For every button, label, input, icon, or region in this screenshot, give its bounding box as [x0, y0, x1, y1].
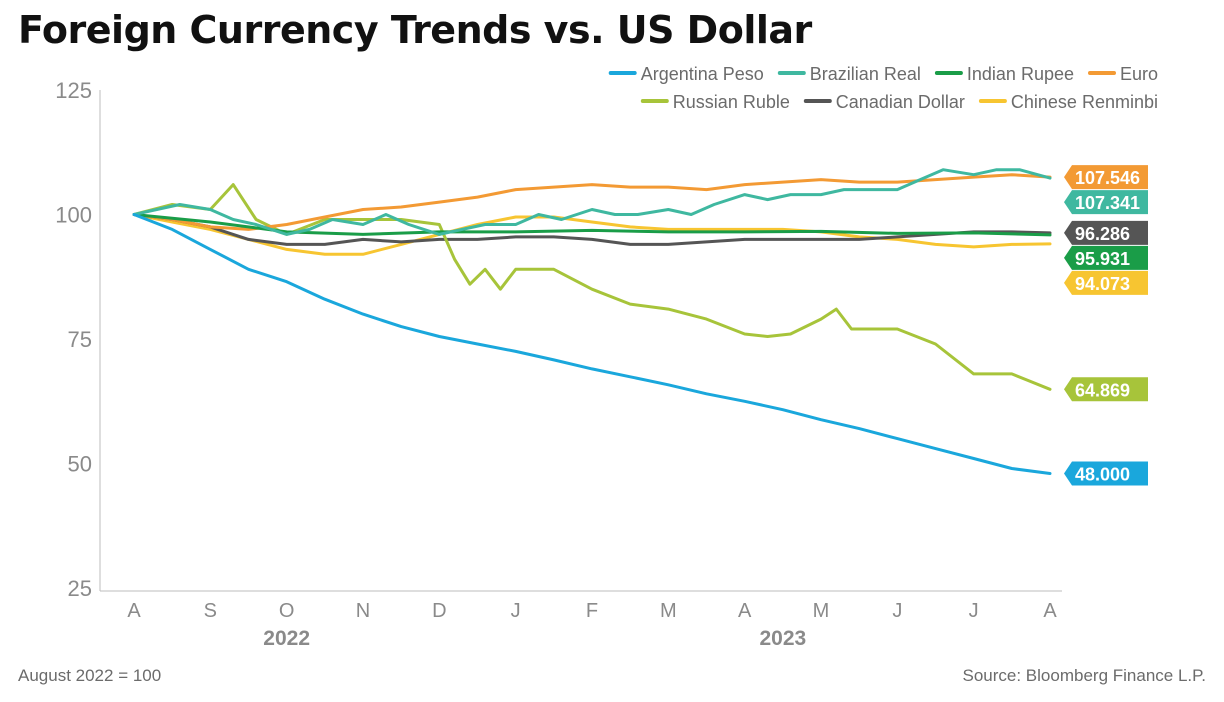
legend-item: Chinese Renminbi	[978, 92, 1158, 112]
legend-item: Indian Rupee	[934, 64, 1074, 84]
chart-title: Foreign Currency Trends vs. US Dollar	[18, 8, 812, 52]
x-tick-label: M	[813, 600, 830, 622]
legend-label: Brazilian Real	[810, 64, 921, 84]
end-value-tag	[1064, 165, 1148, 190]
legend-label: Argentina Peso	[641, 64, 764, 84]
series-line-euro	[132, 173, 1052, 231]
legend-label: Indian Rupee	[967, 64, 1074, 84]
end-value-tag	[1064, 245, 1148, 270]
x-axis: A S O N D J F M A M J J A 2022 2023	[100, 590, 1062, 650]
source-note: Source: Bloomberg Finance L.P.	[962, 666, 1207, 685]
year-label: 2022	[263, 627, 310, 650]
end-value-label: 107.546	[1075, 168, 1140, 188]
end-value-label: 96.286	[1075, 224, 1130, 244]
legend-item: Canadian Dollar	[803, 92, 965, 112]
end-value-label: 95.931	[1075, 249, 1130, 269]
end-value-tag	[1064, 461, 1148, 486]
x-tick-label: S	[204, 600, 217, 622]
x-tick-label: A	[127, 600, 141, 622]
x-tick-label: F	[586, 600, 598, 622]
year-label: 2023	[759, 627, 806, 650]
base-footnote: August 2022 = 100	[18, 666, 162, 685]
end-value-tag	[1064, 270, 1148, 295]
end-value-tag	[1064, 220, 1148, 245]
series-line-brazilian-real	[132, 168, 1052, 236]
legend-label: Canadian Dollar	[836, 92, 965, 112]
y-axis: 25 50 75 100 125	[55, 78, 101, 601]
x-tick-label: M	[660, 600, 677, 622]
y-tick-label: 125	[55, 78, 92, 103]
end-value-tag	[1064, 190, 1148, 215]
series-lines	[132, 168, 1052, 475]
series-line-canadian-dollar	[132, 213, 1052, 246]
series-line-russian-ruble	[132, 183, 1052, 391]
legend: Argentina Peso Brazilian Real Indian Rupee…	[608, 64, 1158, 112]
end-value-label: 64.869	[1075, 380, 1130, 400]
end-value-label: 107.341	[1075, 193, 1140, 213]
end-labels: 107.546 107.341 96.286 95.931 94.073 64.869 48…	[1064, 165, 1148, 486]
y-tick-label: 75	[68, 327, 92, 352]
x-tick-label: O	[279, 600, 295, 622]
end-value-tag	[1064, 377, 1148, 402]
legend-label: Russian Ruble	[673, 92, 790, 112]
x-tick-label: N	[356, 600, 370, 622]
x-tick-label: D	[432, 600, 446, 622]
legend-label: Chinese Renminbi	[1011, 92, 1158, 112]
y-tick-label: 50	[68, 452, 92, 477]
x-tick-label: J	[511, 600, 521, 622]
legend-item: Brazilian Real	[777, 64, 921, 84]
end-value-label: 94.073	[1075, 274, 1130, 294]
x-tick-label: J	[892, 600, 902, 622]
end-value-label: 48.000	[1075, 464, 1130, 484]
x-tick-label: A	[738, 600, 752, 622]
x-tick-label: A	[1043, 600, 1057, 622]
legend-label: Euro	[1120, 64, 1158, 84]
series-line-argentina-peso	[132, 213, 1052, 475]
legend-item: Euro	[1088, 64, 1158, 84]
legend-item: Russian Ruble	[640, 92, 790, 112]
series-line-chinese-renminbi	[132, 213, 1052, 256]
legend-item: Argentina Peso	[608, 64, 764, 84]
series-line-indian-rupee	[132, 213, 1052, 237]
y-tick-label: 25	[68, 576, 92, 601]
y-tick-label: 100	[55, 203, 92, 228]
x-tick-label: J	[969, 600, 979, 622]
